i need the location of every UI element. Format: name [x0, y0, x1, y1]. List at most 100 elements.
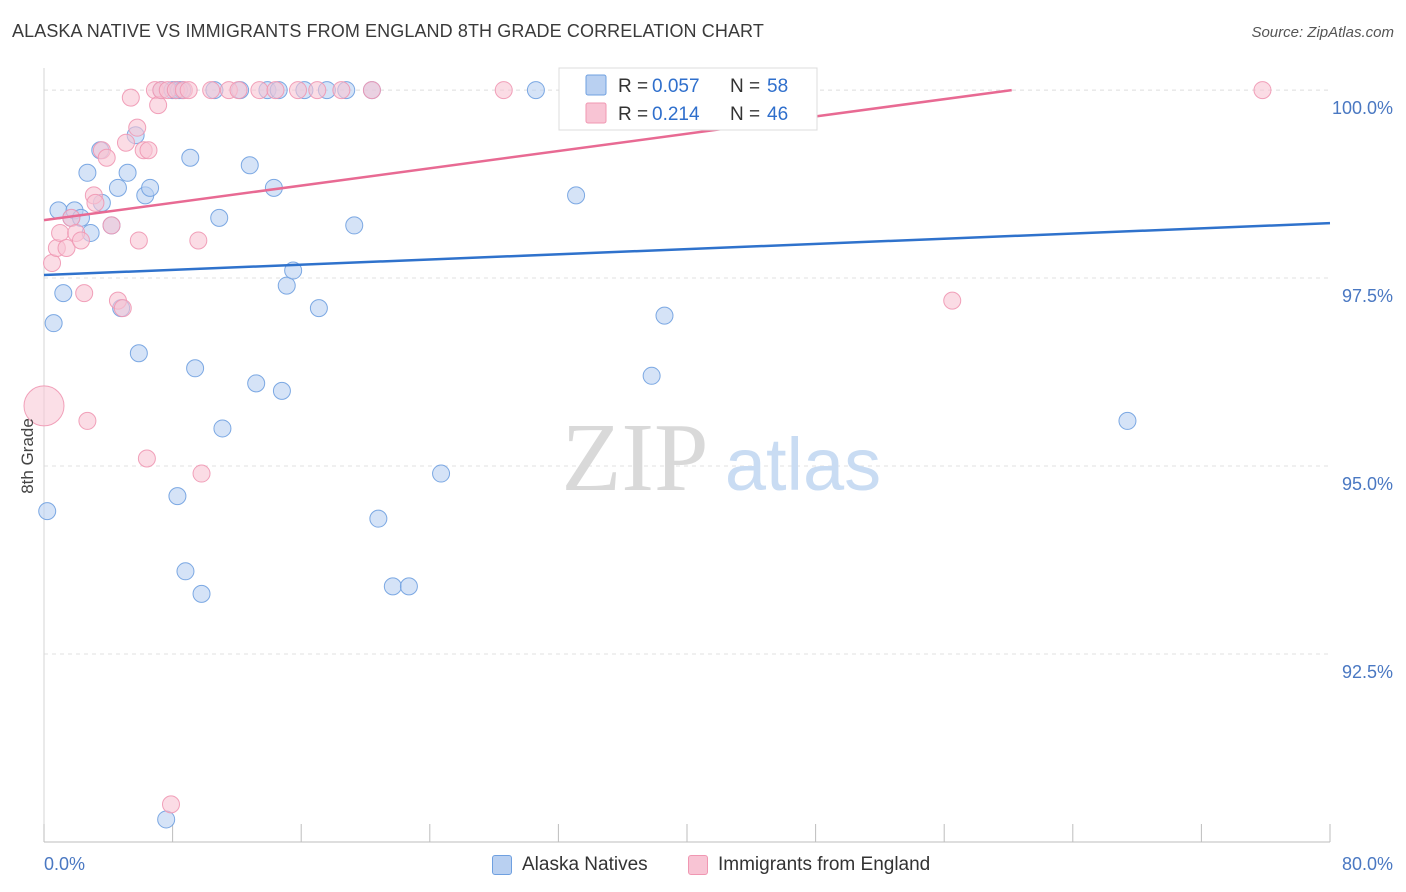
- alaska-natives-point: [44, 314, 63, 333]
- immigrants-england-point: [288, 81, 307, 100]
- alaska-natives-point: [108, 178, 127, 197]
- tick-labels: 92.5% 95.0% 97.5% 100.0% 0.0% 80.0%: [44, 98, 1393, 874]
- immigrants-england-point: [250, 81, 269, 100]
- legend-r-label: R =: [618, 76, 648, 97]
- immigrants-england-point: [51, 223, 70, 242]
- alaska-natives-point: [157, 810, 176, 829]
- legend-item-immigrants-from-england[interactable]: Immigrants from England: [688, 852, 930, 878]
- legend-r-label: R =: [618, 104, 648, 125]
- watermark-atlas: atlas: [725, 423, 881, 506]
- immigrants-england-point: [97, 148, 116, 167]
- immigrants-england-point: [192, 464, 211, 483]
- immigrants-england-point: [86, 193, 105, 212]
- alaska-natives-point: [526, 81, 545, 100]
- y-tick-label: 92.5%: [1342, 662, 1393, 682]
- immigrants-england-point: [308, 81, 327, 100]
- alaska-natives-point: [1118, 411, 1137, 430]
- immigrants-england-point: [78, 411, 97, 430]
- alaska-natives-point: [655, 306, 674, 325]
- legend-label-alaska-natives: Alaska Natives: [522, 854, 648, 875]
- y-tick-label: 100.0%: [1332, 98, 1393, 118]
- alaska-natives-point: [168, 487, 187, 506]
- immigrants-england-point: [139, 141, 158, 160]
- immigrants-england-point: [129, 231, 148, 250]
- legend-n-value: 46: [767, 104, 788, 125]
- alaska-natives-point: [369, 509, 388, 528]
- immigrants-england-point: [71, 231, 90, 250]
- alaska-natives-point: [383, 577, 402, 596]
- x-tick-label-max: 80.0%: [1342, 854, 1393, 874]
- immigrants-england-point: [23, 385, 65, 427]
- source-credit: Source: ZipAtlas.com: [1251, 24, 1394, 41]
- immigrants-england-trend-line: [43, 88, 1012, 222]
- immigrants-england-point: [57, 238, 76, 257]
- alaska-natives-point: [210, 208, 229, 227]
- immigrants-england-point: [149, 96, 168, 115]
- immigrants-england-point: [137, 449, 156, 468]
- legend-swatch: [585, 74, 607, 96]
- y-axis-label: 8th Grade: [18, 418, 37, 494]
- alaska-natives-point: [345, 216, 364, 235]
- legend-n-label: N =: [730, 104, 760, 125]
- alaska-natives-point: [247, 374, 266, 393]
- legend-n-label: N =: [730, 76, 760, 97]
- alaska-natives-trend-line: [43, 221, 1331, 277]
- watermark: ZIP atlas: [562, 404, 882, 512]
- alaska-natives-point: [272, 381, 291, 400]
- immigrants-england-point: [202, 81, 221, 100]
- legend-swatch-alaska-natives: [492, 855, 512, 875]
- immigrants-england-point: [43, 254, 62, 273]
- alaska-natives-point: [399, 577, 418, 596]
- alaska-natives-point: [176, 562, 195, 581]
- alaska-natives-point: [309, 299, 328, 318]
- legend-item-alaska-natives[interactable]: Alaska Natives: [492, 852, 648, 878]
- alaska-natives-point: [129, 344, 148, 363]
- immigrants-england-point: [116, 133, 135, 152]
- legend-r-value: 0.214: [652, 104, 700, 125]
- immigrants-england-point: [102, 216, 121, 235]
- immigrants-england-point: [332, 81, 351, 100]
- y-tick-label: 95.0%: [1342, 474, 1393, 494]
- immigrants-england-point: [161, 795, 180, 814]
- y-tick-label: 97.5%: [1342, 286, 1393, 306]
- immigrants-england-point: [1253, 81, 1272, 100]
- immigrants-england-point: [179, 81, 198, 100]
- immigrants-england-point: [75, 284, 94, 303]
- alaska-natives-point: [567, 186, 586, 205]
- alaska-natives-point: [277, 276, 296, 295]
- data-points: [23, 81, 1272, 829]
- alaska-natives-point: [642, 366, 661, 385]
- legend-swatch: [585, 102, 607, 124]
- alaska-natives-point: [141, 178, 160, 197]
- alaska-natives-point: [213, 419, 232, 438]
- alaska-natives-point: [54, 284, 73, 303]
- immigrants-england-point: [494, 81, 513, 100]
- immigrants-england-point: [113, 299, 132, 318]
- x-tick-label-min: 0.0%: [44, 854, 85, 874]
- immigrants-england-point: [189, 231, 208, 250]
- alaska-natives-point: [181, 148, 200, 167]
- chart-title: ALASKA NATIVE VS IMMIGRANTS FROM ENGLAND…: [12, 21, 764, 41]
- alaska-natives-point: [118, 163, 137, 182]
- immigrants-england-point: [266, 81, 285, 100]
- series-legend: Alaska Natives Immigrants from England: [0, 852, 1406, 878]
- alaska-natives-point: [240, 156, 259, 175]
- alaska-natives-point: [78, 163, 97, 182]
- immigrants-england-point: [362, 81, 381, 100]
- immigrants-england-point: [128, 118, 147, 137]
- alaska-natives-point: [186, 359, 205, 378]
- legend-r-value: 0.057: [652, 76, 700, 97]
- immigrants-england-point: [943, 291, 962, 310]
- alaska-natives-point: [38, 502, 57, 521]
- legend-n-value: 58: [767, 76, 788, 97]
- legend-box: R = 0.057 N = 58 R = 0.214 N = 46: [558, 67, 818, 131]
- gridlines: [44, 89, 1330, 655]
- axes: [43, 68, 1331, 843]
- legend-swatch-immigrants-from-england: [688, 855, 708, 875]
- immigrants-england-point: [121, 88, 140, 107]
- alaska-natives-point: [432, 464, 451, 483]
- immigrants-england-point: [229, 81, 248, 100]
- legend-label-immigrants-from-england: Immigrants from England: [718, 854, 931, 875]
- alaska-natives-point: [192, 584, 211, 603]
